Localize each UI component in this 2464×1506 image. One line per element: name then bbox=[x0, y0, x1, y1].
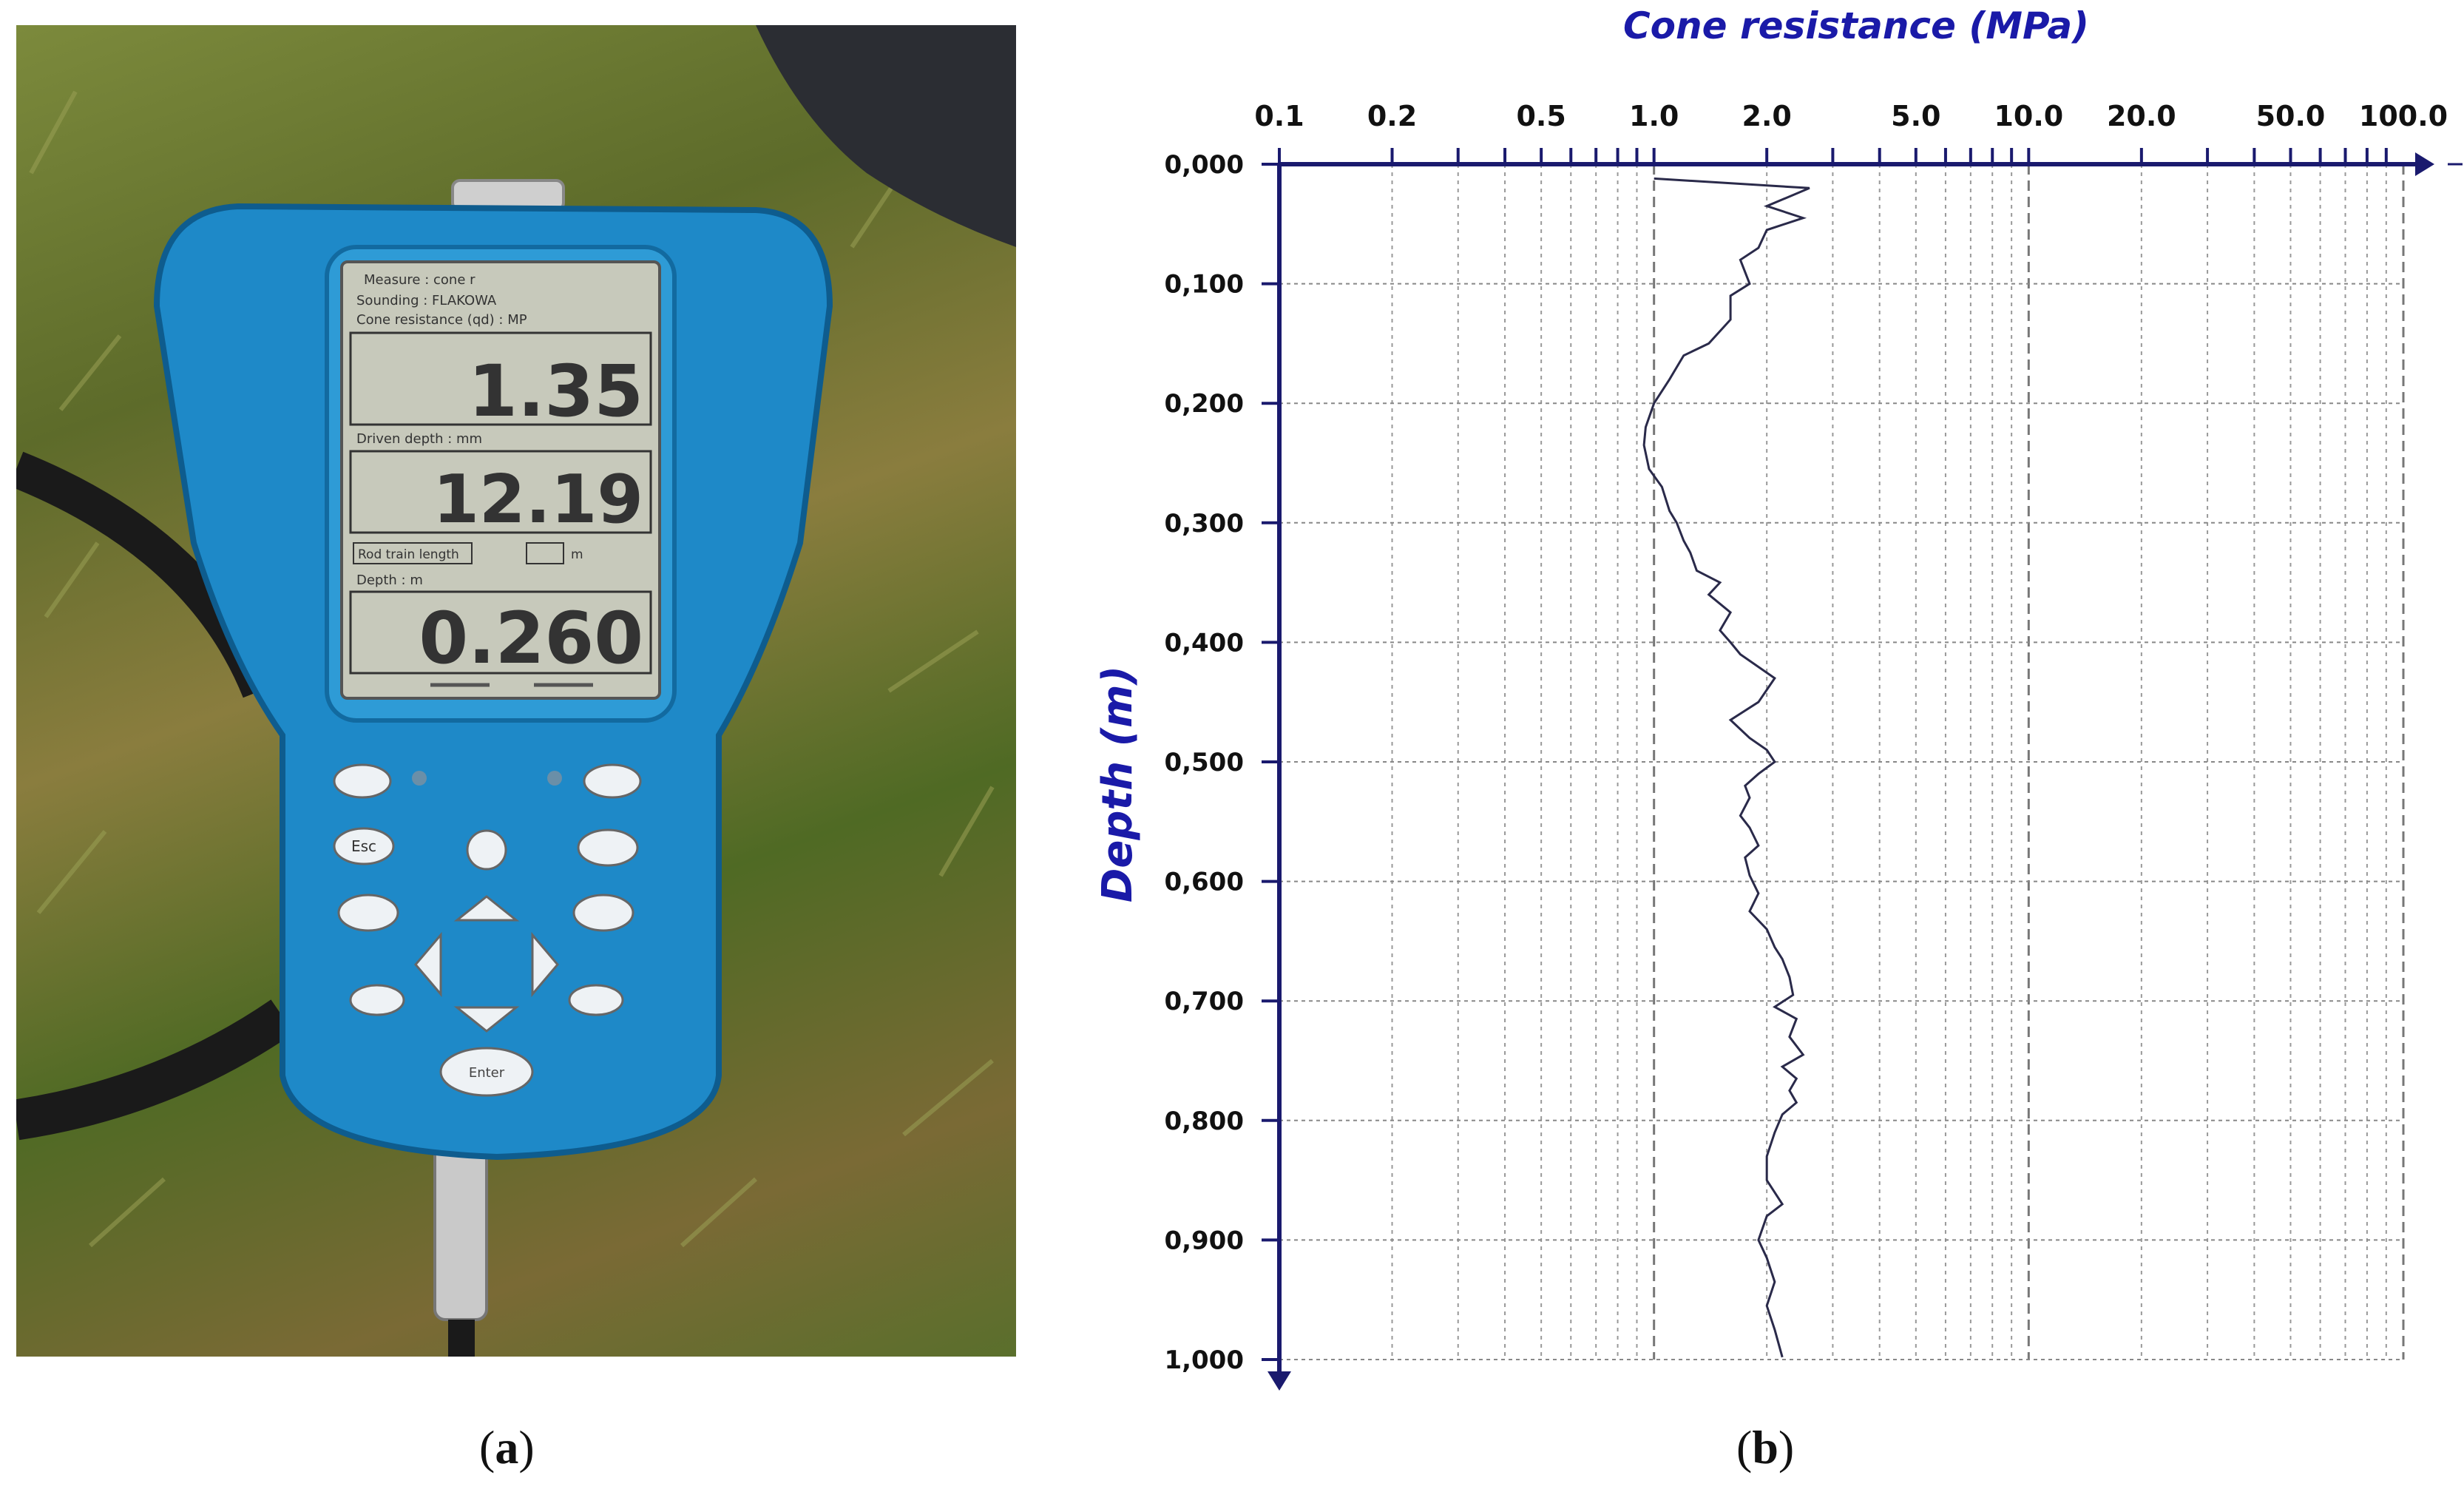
cable-lower-left bbox=[16, 999, 294, 1141]
connector bbox=[433, 1141, 488, 1321]
x-tick-label: 10.0 bbox=[1994, 100, 2063, 132]
y-tick-label: 0,300 bbox=[1164, 509, 1244, 538]
y-tick-label: 0,600 bbox=[1164, 868, 1244, 897]
caption-b: (b) bbox=[1736, 1421, 1795, 1473]
y-tick-label: 1,000 bbox=[1164, 1345, 1244, 1375]
x-tick-label: 100.0 bbox=[2359, 100, 2448, 132]
device-photo: Measure : cone r Sounding : FLAKOWA Cone… bbox=[16, 25, 1016, 1357]
chart-title: Cone resistance (MPa) bbox=[1623, 4, 2089, 47]
arrow-right-key[interactable] bbox=[531, 931, 559, 998]
y-axis-arrow bbox=[1267, 1371, 1291, 1391]
center-key[interactable] bbox=[466, 829, 507, 871]
arrow-left-key[interactable] bbox=[414, 931, 442, 998]
softkey-left[interactable] bbox=[333, 763, 392, 799]
grid bbox=[1278, 164, 2405, 1360]
reading-depth: 0.260 bbox=[419, 597, 643, 680]
esc-key[interactable] bbox=[333, 827, 395, 865]
led-left bbox=[412, 771, 427, 786]
screen-driven-label: Driven depth : mm bbox=[356, 431, 482, 447]
x-tick-label: 1.0 bbox=[1629, 100, 1679, 132]
enter-key[interactable] bbox=[439, 1047, 534, 1097]
y-tick-label: 0,500 bbox=[1164, 748, 1244, 777]
arrow-up-key[interactable] bbox=[453, 895, 520, 922]
y-tick-label: 0,800 bbox=[1164, 1107, 1244, 1136]
x-tick-label: 0.5 bbox=[1516, 100, 1566, 132]
x-tick-label: 0.2 bbox=[1367, 100, 1417, 132]
y-tick-label: 0,400 bbox=[1164, 628, 1244, 658]
reading-cone-resistance: 1.35 bbox=[468, 350, 643, 433]
x-tick-label: 20.0 bbox=[2107, 100, 2176, 132]
screen-rod-label: Rod train length bbox=[358, 547, 459, 562]
connector-cable bbox=[448, 1320, 475, 1357]
x-tick-label: 0.1 bbox=[1254, 100, 1304, 132]
y-tick-label: 0,100 bbox=[1164, 270, 1244, 300]
screen-measure-line: Measure : cone r bbox=[364, 272, 475, 288]
screen-cone-label: Cone resistance (qd) : MP bbox=[356, 312, 527, 328]
lower-left-key[interactable] bbox=[349, 984, 405, 1016]
y-tick-label: 0,000 bbox=[1164, 150, 1244, 180]
boot-shape bbox=[756, 25, 1016, 247]
power-key[interactable] bbox=[577, 828, 639, 867]
lower-right-key[interactable] bbox=[568, 984, 624, 1016]
x-tick-label: 5.0 bbox=[1891, 100, 1940, 132]
lcd-screen bbox=[340, 260, 661, 700]
caption-a: (a) bbox=[479, 1421, 535, 1473]
screen-rod-unit: m bbox=[571, 547, 583, 562]
softkey-right[interactable] bbox=[583, 763, 642, 799]
cone-resistance-line bbox=[1642, 177, 1810, 1358]
x-tick-label: 2.0 bbox=[1742, 100, 1792, 132]
series-layer bbox=[1642, 177, 1810, 1358]
y-tick-labels: 0,000 0,100 0,200 0,300 0,400 0,500 0,600 0,700… bbox=[1164, 150, 1244, 1375]
reading-driven-depth: 12.19 bbox=[433, 461, 643, 538]
screen-sounding-line: Sounding : FLAKOWA bbox=[356, 293, 497, 308]
led-right bbox=[547, 771, 562, 786]
y-tick-label: 0,900 bbox=[1164, 1226, 1244, 1255]
arrow-down-key[interactable] bbox=[453, 1006, 520, 1033]
cone-resistance-chart: Cone resistance (MPa) Depth (m) 0.1 0.2 0.… bbox=[1094, 4, 2463, 1391]
x-tick-labels: 0.1 0.2 0.5 1.0 2.0 5.0 10.0 20.0 50.0 100.0 bbox=[1254, 100, 2448, 132]
enter-key-label: Enter bbox=[469, 1065, 505, 1081]
esc-key-label: Esc bbox=[351, 837, 376, 855]
home-key[interactable] bbox=[337, 894, 399, 932]
x-axis-arrow bbox=[2415, 152, 2434, 176]
keypad: Esc Enter bbox=[333, 763, 642, 1097]
y-axis-label: Depth (m) bbox=[1094, 666, 1142, 902]
x-tick-label: 50.0 bbox=[2256, 100, 2326, 132]
axes bbox=[1262, 148, 2463, 1391]
y-tick-label: 0,700 bbox=[1164, 987, 1244, 1016]
grass-texture bbox=[29, 90, 995, 1248]
screen-depth-label: Depth : m bbox=[356, 573, 423, 588]
side-key-right[interactable] bbox=[572, 894, 634, 932]
y-tick-label: 0,200 bbox=[1164, 389, 1244, 419]
device-illustration: Measure : cone r Sounding : FLAKOWA Cone… bbox=[16, 25, 1016, 1357]
